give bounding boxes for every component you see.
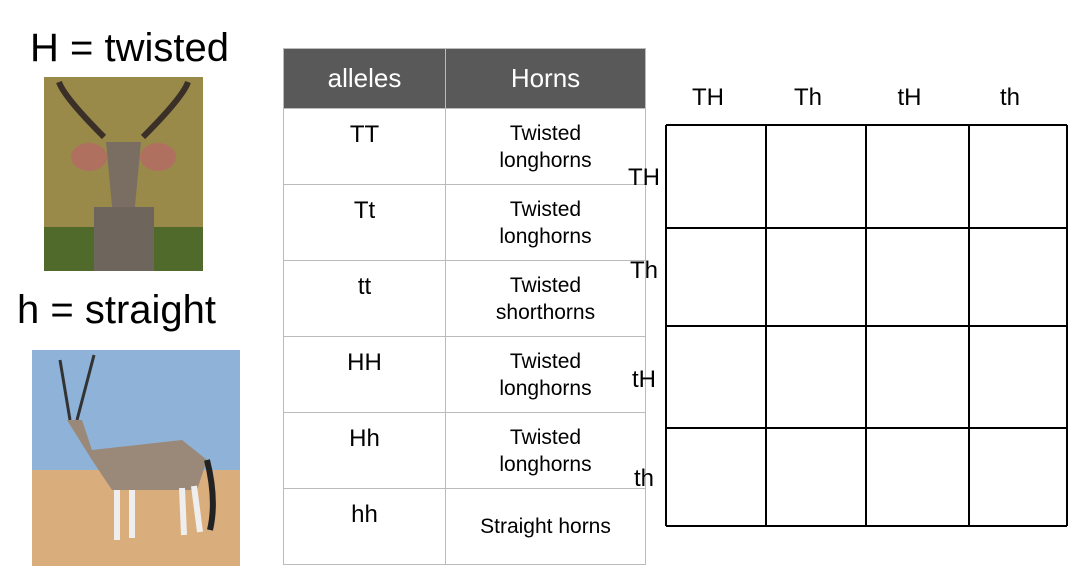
kudu-image [44,77,203,271]
row-header: th [634,465,654,492]
header-cell: alleles [283,48,446,109]
table-row: tt Twisted shorthorns [283,260,646,337]
table-row: TT Twisted longhorns [283,108,646,185]
table-row: HH Twisted longhorns [283,336,646,413]
table-row: hh Straight horns [283,488,646,565]
table-row: Hh Twisted longhorns [283,412,646,489]
column-header: TH [692,84,724,111]
column-header: Th [794,84,822,111]
recessive-label: h = straight [17,288,217,332]
allele-cell: Tt [283,184,446,261]
horns-cell: Twisted longhorns [445,184,646,261]
row-header: TH [628,164,660,191]
horns-cell: Twisted shorthorns [445,260,646,337]
row-header: Th [630,257,658,284]
allele-cell: hh [283,488,446,565]
horns-cell: Straight horns [445,488,646,565]
header-cell: Horns [445,48,646,109]
allele-cell: HH [283,336,446,413]
column-header: tH [898,84,922,111]
horns-cell: Twisted longhorns [445,336,646,413]
allele-cell: TT [283,108,446,185]
allele-cell: tt [283,260,446,337]
allele-cell: Hh [283,412,446,489]
allele-table: alleles Horns TT Twisted longhorns Tt Twisted… [283,48,646,565]
oryx-image [32,350,240,566]
dominant-label: H = twisted [30,26,229,70]
punnett-square: TH Th tH th TH Th tH th [628,84,1068,527]
column-header: th [1000,84,1020,111]
horns-cell: Twisted longhorns [445,108,646,185]
table-row: Tt Twisted longhorns [283,184,646,261]
row-header: tH [632,366,656,393]
horns-cell: Twisted longhorns [445,412,646,489]
